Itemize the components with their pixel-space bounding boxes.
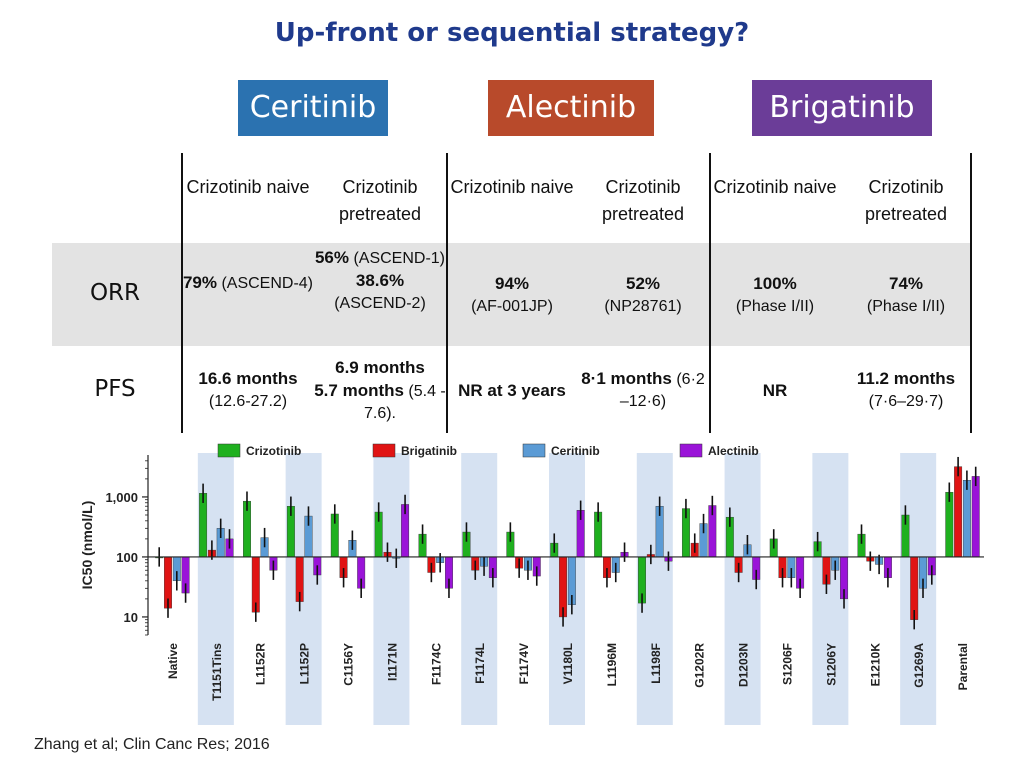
ic50-bar-chart: 1,000 100 10 IC50 (nmol/L) Native T1151Tins L1… xyxy=(79,443,984,725)
y-tick-label: 100 xyxy=(116,550,138,565)
cell-text: (ASCEND-2) xyxy=(334,295,426,312)
cell-text: (Phase I/II) xyxy=(735,298,815,315)
legend-swatch-crizotinib xyxy=(217,443,241,458)
bar-alectinib xyxy=(971,476,980,558)
x-tick-label: V1180L xyxy=(561,643,575,684)
x-tick-label: L1198F xyxy=(649,643,663,684)
y-axis-label: IC50 (nmol/L) xyxy=(79,501,95,590)
citation: Zhang et al; Clin Canc Res; 2016 xyxy=(34,736,270,753)
x-tick-label: S1206F xyxy=(780,643,794,685)
legend-swatch-ceritinib xyxy=(522,443,546,458)
row-label-orr: ORR xyxy=(89,280,141,306)
row-label-pfs: PFS xyxy=(94,376,136,402)
drug-header-alectinib: Alectinib xyxy=(488,80,654,136)
column-header: Crizotinib naive xyxy=(186,177,310,197)
x-tick-label: G1269A xyxy=(912,643,926,688)
cell-text: NR at 3 years xyxy=(458,381,566,400)
table-cell: 56% (ASCEND-1) 38.6% (ASCEND-2) xyxy=(314,247,446,315)
cell-text: 74% xyxy=(888,274,924,293)
table-cell: 79% (ASCEND-4) xyxy=(182,272,314,295)
bar-crizotinib xyxy=(945,491,954,558)
x-tick-label: C1156Y xyxy=(342,643,356,686)
column-header: Crizotinib pretreated xyxy=(338,177,422,224)
x-tick-label: F1174C xyxy=(429,643,443,685)
table-cell: 52% (NP28761) xyxy=(577,273,709,318)
table-cell: 11.2 months (7·6–29·7) xyxy=(840,368,972,413)
comparison-table: Crizotinib naive Crizotinib pretreated C… xyxy=(52,153,972,433)
x-tick-label: D1203N xyxy=(737,643,751,687)
cell-text: 100% xyxy=(753,274,797,293)
highlight-column xyxy=(373,453,410,725)
column-header: Crizotinib pretreated xyxy=(864,177,948,224)
cell-text: (ASCEND-4) xyxy=(217,275,314,292)
legend-label-brigatinib: Brigatinib xyxy=(401,444,457,458)
column-header: Crizotinib naive xyxy=(713,177,837,197)
cell-text: (12.6-27.2) xyxy=(208,393,288,410)
column-header: Crizotinib pretreated xyxy=(601,177,685,224)
cell-text: 56% xyxy=(314,248,349,267)
legend-label-ceritinib: Ceritinib xyxy=(551,444,600,458)
x-tick-label: S1206Y xyxy=(824,643,838,686)
x-tick-label: E1210K xyxy=(868,643,882,687)
table-cell: 74% (Phase I/II) xyxy=(840,273,972,318)
cell-text: 52% xyxy=(625,274,661,293)
cell-text: 8·1 months xyxy=(581,369,672,388)
highlight-column xyxy=(724,453,761,725)
table-cell: 6.9 months 5.7 months (5.4 - 7.6). xyxy=(314,357,446,425)
column-header: Crizotinib naive xyxy=(450,177,574,197)
table-divider xyxy=(970,153,972,433)
highlight-column xyxy=(549,453,585,725)
table-divider xyxy=(181,153,183,433)
cell-text: 16.6 months xyxy=(198,369,298,388)
bar-brigatinib xyxy=(954,466,963,558)
y-tick-label: 1,000 xyxy=(105,490,138,505)
x-tick-label: Native xyxy=(166,643,180,679)
table-cell: NR xyxy=(709,380,841,403)
cell-text: 5.7 months xyxy=(314,381,404,400)
slide-title: Up-front or sequential strategy? xyxy=(274,18,750,48)
cell-text: NR xyxy=(762,381,788,400)
bar-ceritinib xyxy=(962,480,971,558)
x-tick-label: Parental xyxy=(956,643,970,690)
drug-header-ceritinib: Ceritinib xyxy=(238,80,388,136)
table-cell: 94% (AF-001JP) xyxy=(446,273,578,318)
cell-text: (5.4 - 7.6). xyxy=(363,383,446,422)
x-tick-label: L1152P xyxy=(298,643,312,684)
cell-text: (Phase I/II) xyxy=(866,298,946,315)
table-cell: 16.6 months (12.6-27.2) xyxy=(182,368,314,413)
cell-text: 79% xyxy=(182,273,217,292)
highlight-column xyxy=(900,453,937,725)
x-tick-label: G1202R xyxy=(693,643,707,688)
cell-text: (AF-001JP) xyxy=(471,298,553,315)
x-tick-label: T1151Tins xyxy=(210,643,224,701)
x-tick-label: I1171N xyxy=(385,643,399,681)
drug-header-brigatinib: Brigatinib xyxy=(752,80,932,136)
table-divider xyxy=(709,153,711,433)
table-cell: 100% (Phase I/II) xyxy=(709,273,841,318)
cell-text: 94% xyxy=(494,274,530,293)
cell-text: 38.6% xyxy=(355,271,405,290)
table-divider xyxy=(446,153,448,433)
cell-text: (6·2 –12·6) xyxy=(619,371,705,410)
highlight-column xyxy=(461,453,498,725)
legend-label-crizotinib: Crizotinib xyxy=(246,444,301,458)
orr-row-band xyxy=(52,243,972,346)
cell-text: 6.9 months xyxy=(335,358,425,377)
legend-swatch-brigatinib xyxy=(372,443,396,458)
x-tick-label: L1196M xyxy=(605,643,619,686)
cell-text: 11.2 months xyxy=(856,369,956,388)
cell-text: (ASCEND-1) xyxy=(349,250,446,267)
table-cell: 8·1 months (6·2 –12·6) xyxy=(577,368,709,413)
legend-swatch-alectinib xyxy=(679,443,703,458)
y-tick-label: 10 xyxy=(124,610,138,625)
x-tick-label: F1174V xyxy=(517,643,531,684)
cell-text: (7·6–29·7) xyxy=(868,393,944,410)
cell-text: (NP28761) xyxy=(604,298,682,315)
legend-label-alectinib: Alectinib xyxy=(708,444,759,458)
table-cell: NR at 3 years xyxy=(446,380,578,403)
x-tick-label: F1174L xyxy=(473,643,487,684)
x-tick-label: L1152R xyxy=(254,643,268,685)
